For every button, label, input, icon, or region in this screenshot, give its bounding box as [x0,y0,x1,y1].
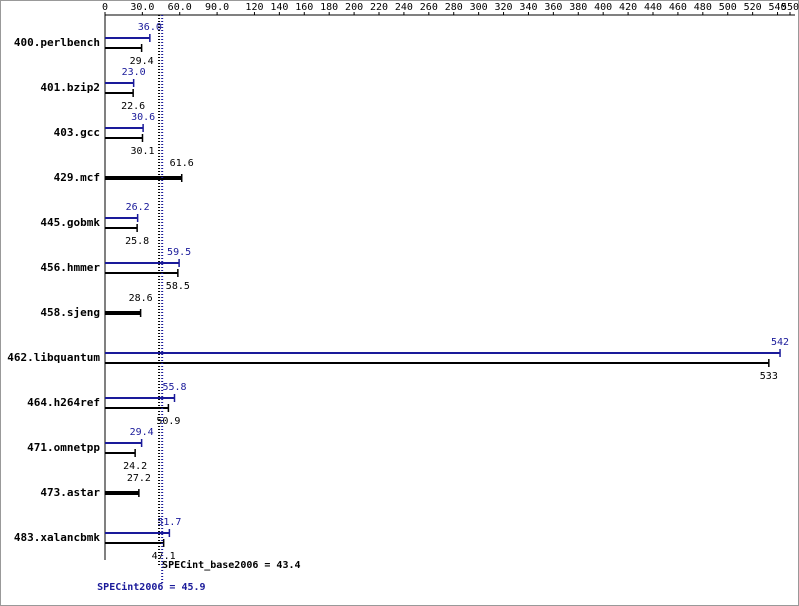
bar [105,407,169,409]
bar [105,532,170,534]
bar [105,442,142,444]
bar [105,452,136,454]
bar [105,47,142,49]
value-label: 22.6 [121,101,145,112]
x-tick-label: 280 [445,2,463,13]
value-label: 26.2 [126,202,150,213]
bar [105,137,143,139]
bar [105,262,180,264]
value-label: 542 [771,337,789,348]
value-label: 27.2 [127,473,151,484]
x-tick-label: 220 [370,2,388,13]
x-tick-label: 340 [519,2,537,13]
category-label: 403.gcc [54,126,100,139]
x-tick-label: 480 [694,2,712,13]
bar [105,227,138,229]
value-label: 24.2 [123,461,147,472]
value-label: 51.7 [157,517,181,528]
x-tick-label: 60.0 [168,2,192,13]
x-tick-label: 520 [744,2,762,13]
category-label: 456.hmmer [40,261,100,274]
peak-metric-label: SPECint2006 = 45.9 [97,581,205,593]
value-label: 58.5 [166,281,190,292]
x-tick-label: 540 [769,2,787,13]
category-label: 471.omnetpp [27,441,100,454]
category-label: 473.astar [40,486,100,499]
bar [105,37,150,39]
value-label: 23.0 [122,67,146,78]
bar [105,272,178,274]
x-tick-label: 440 [644,2,662,13]
x-tick-label: 260 [420,2,438,13]
x-tick-label: 300 [470,2,488,13]
x-tick-label: 0 [102,2,108,13]
x-tick-label: 30.0 [130,2,154,13]
x-tick-label: 400 [594,2,612,13]
x-tick-label: 200 [345,2,363,13]
x-tick-label: 120 [245,2,263,13]
x-tick-label: 240 [395,2,413,13]
category-label: 458.sjeng [40,306,100,319]
x-tick-label: 460 [669,2,687,13]
value-label: 47.1 [152,551,176,562]
x-tick-label: 380 [569,2,587,13]
value-label: 29.4 [130,56,154,67]
bar [105,397,175,399]
x-tick-label: 500 [719,2,737,13]
bar [105,176,182,180]
value-label: 25.8 [125,236,149,247]
x-tick-label: 360 [544,2,562,13]
value-label: 59.5 [167,247,191,258]
bar [105,362,769,364]
value-label: 30.6 [131,112,155,123]
base-metric-label: SPECint_base2006 = 43.4 [162,559,300,571]
x-tick-label: 550 [781,2,799,13]
bar [105,491,139,495]
value-label: 55.8 [162,382,186,393]
category-label: 429.mcf [54,171,100,184]
bar [105,542,164,544]
category-label: 462.libquantum [7,351,100,364]
category-label: 464.h264ref [27,396,100,409]
x-tick-label: 160 [295,2,313,13]
category-label: 483.xalancbmk [14,531,100,544]
x-tick-label: 140 [270,2,288,13]
x-tick-label: 90.0 [205,2,229,13]
bar [105,82,134,84]
value-label: 50.9 [156,416,180,427]
value-label: 61.6 [170,158,194,169]
bar [105,217,138,219]
value-label: 533 [760,371,778,382]
category-label: 401.bzip2 [40,81,100,94]
category-label: 400.perlbench [14,36,100,49]
value-label: 36.0 [138,22,162,33]
bar [105,352,781,354]
category-label: 445.gobmk [40,216,100,229]
x-tick-label: 320 [495,2,513,13]
value-label: 28.6 [129,293,153,304]
bar [105,127,144,129]
value-label: 30.1 [130,146,154,157]
x-tick-label: 420 [619,2,637,13]
bar [105,92,134,94]
x-tick-label: 180 [320,2,338,13]
value-label: 29.4 [130,427,154,438]
bar [105,311,141,315]
